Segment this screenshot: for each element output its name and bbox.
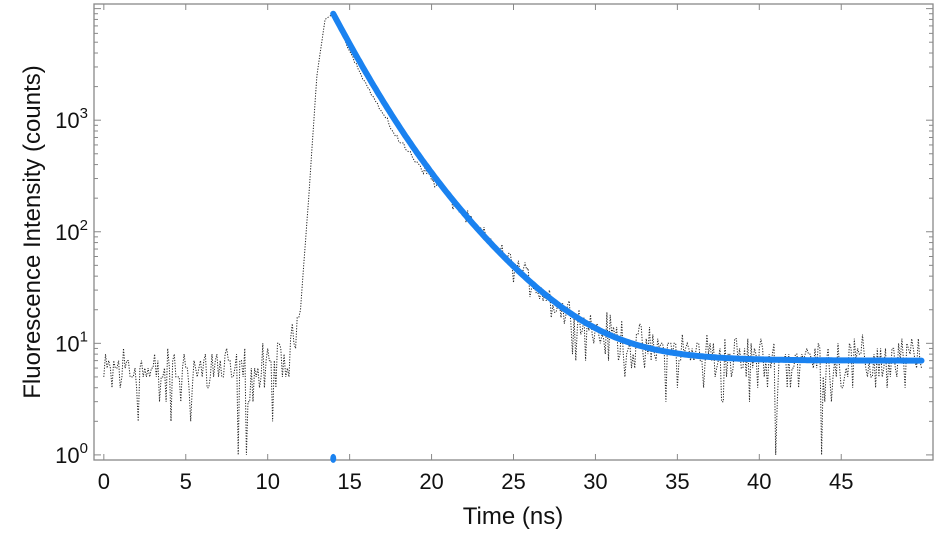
y-axis-label: Fluorescence Intensity (counts) xyxy=(19,65,46,398)
x-tick-label: 45 xyxy=(829,469,853,494)
y-tick-label: 101 xyxy=(55,328,88,356)
fit-start-marker xyxy=(330,453,337,463)
measured-series xyxy=(103,12,922,455)
measured-decay-line xyxy=(103,12,922,455)
x-axis-label: Time (ns) xyxy=(463,503,563,530)
x-tick-label: 0 xyxy=(98,469,110,494)
y-axis: 100 101 102 103 xyxy=(55,8,933,468)
x-tick-label: 35 xyxy=(665,469,689,494)
markers xyxy=(330,453,337,463)
y-tick-label: 100 xyxy=(55,440,88,468)
x-tick-label: 10 xyxy=(255,469,279,494)
x-tick-label: 30 xyxy=(583,469,607,494)
x-tick-label: 40 xyxy=(747,469,771,494)
x-tick-label: 20 xyxy=(419,469,443,494)
x-tick-label: 15 xyxy=(337,469,361,494)
x-tick-label: 25 xyxy=(501,469,525,494)
x-tick-label: 5 xyxy=(180,469,192,494)
fit-series xyxy=(330,10,925,364)
plot-frame xyxy=(93,3,934,461)
y-tick-label: 103 xyxy=(55,105,88,133)
fit-line xyxy=(330,10,925,364)
y-tick-label: 102 xyxy=(55,217,88,245)
x-axis: 0 5 10 15 20 25 30 35 40 45 xyxy=(98,4,853,494)
